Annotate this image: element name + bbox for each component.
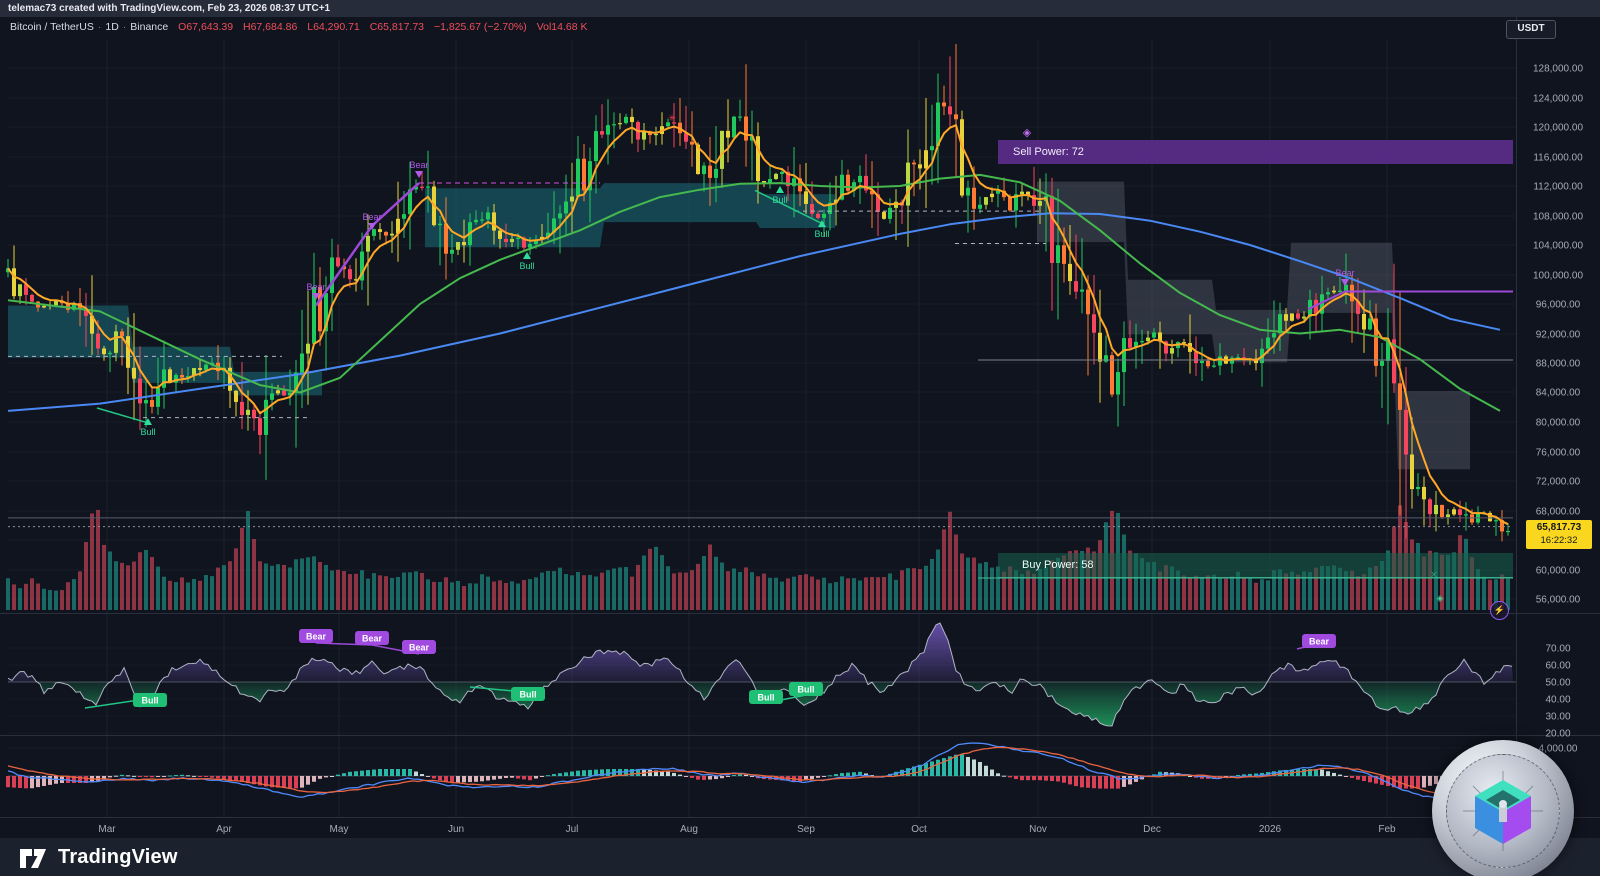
interval-label[interactable]: 1D: [105, 21, 119, 33]
last-price-label: 65,817.73 16:22:32: [1526, 520, 1592, 549]
svg-text:84,000.00: 84,000.00: [1536, 388, 1581, 399]
svg-text:Bear: Bear: [306, 632, 327, 642]
moving-averages: [7, 124, 1509, 526]
attribution-bar: telemac73 created with TradingView.com, …: [0, 0, 1600, 17]
svg-text:Dec: Dec: [1143, 824, 1161, 835]
svg-text:Bull: Bull: [772, 195, 787, 205]
svg-text:Sep: Sep: [797, 824, 815, 835]
volume-value: Vol14.68 K: [536, 21, 588, 33]
sell-power-label: Sell Power: 72: [1013, 146, 1084, 158]
svg-text:76,000.00: 76,000.00: [1536, 448, 1581, 459]
svg-text:Bull: Bull: [519, 261, 534, 271]
svg-text:Bear: Bear: [362, 212, 381, 222]
svg-text:104,000.00: 104,000.00: [1533, 241, 1583, 252]
svg-text:80,000.00: 80,000.00: [1536, 418, 1581, 429]
svg-text:Jul: Jul: [566, 824, 579, 835]
svg-text:Apr: Apr: [216, 824, 232, 835]
ohlc-close: C65,817.73: [369, 21, 425, 33]
indicator-lightning-icon: ⚡: [1490, 601, 1509, 620]
svg-text:60,000.00: 60,000.00: [1536, 566, 1581, 577]
ohlc-open: O67,643.39: [178, 21, 234, 33]
attribution-text: telemac73 created with TradingView.com, …: [8, 3, 331, 14]
svg-text:70.00: 70.00: [1545, 644, 1570, 655]
svg-text:100,000.00: 100,000.00: [1533, 271, 1583, 282]
svg-text:40.00: 40.00: [1545, 695, 1570, 706]
coin-inner-face: [1446, 754, 1560, 868]
svg-text:20.00: 20.00: [1545, 729, 1570, 740]
svg-text:72,000.00: 72,000.00: [1536, 477, 1581, 488]
svg-text:✳: ✳: [668, 113, 676, 123]
currency-toggle-button[interactable]: USDT: [1506, 20, 1556, 39]
coin-watermark: [1432, 740, 1574, 876]
svg-text:120,000.00: 120,000.00: [1533, 123, 1583, 134]
svg-text:128,000.00: 128,000.00: [1533, 64, 1583, 75]
svg-text:116,000.00: 116,000.00: [1533, 153, 1583, 164]
buy-power-label: Buy Power: 58: [1022, 559, 1094, 571]
svg-text:Bear: Bear: [409, 160, 428, 170]
svg-text:Bull: Bull: [142, 696, 159, 706]
svg-text:Bull: Bull: [520, 690, 537, 700]
chart-legend: Bitcoin / TetherUS · 1D · Binance O67,643.39…: [10, 21, 588, 33]
svg-text:96,000.00: 96,000.00: [1536, 300, 1581, 311]
svg-text:Jun: Jun: [448, 824, 464, 835]
ohlc-low: L64,290.71: [307, 21, 360, 33]
svg-text:Bear: Bear: [409, 643, 430, 653]
bar-countdown: 16:22:32: [1540, 535, 1578, 546]
svg-text:112,000.00: 112,000.00: [1533, 182, 1583, 193]
svg-text:◈: ◈: [1437, 593, 1444, 603]
svg-text:2026: 2026: [1259, 824, 1282, 835]
sell-power-box[interactable]: Sell Power: 72: [998, 140, 1513, 164]
symbol-name[interactable]: Bitcoin / TetherUS: [10, 21, 94, 33]
svg-text:50.00: 50.00: [1545, 678, 1570, 689]
svg-text:May: May: [330, 824, 349, 835]
svg-text:30.00: 30.00: [1545, 712, 1570, 723]
svg-text:Bull: Bull: [140, 427, 155, 437]
svg-text:Oct: Oct: [911, 824, 927, 835]
exchange-label: Binance: [130, 21, 169, 33]
change-value: −1,825.67 (−2.70%): [433, 21, 527, 33]
svg-text:Bear: Bear: [362, 634, 383, 644]
svg-text:56,000.00: 56,000.00: [1536, 595, 1581, 606]
svg-text:Bull: Bull: [814, 229, 829, 239]
svg-text:88,000.00: 88,000.00: [1536, 359, 1581, 370]
svg-text:Mar: Mar: [98, 824, 116, 835]
svg-text:92,000.00: 92,000.00: [1536, 330, 1581, 341]
svg-text:Bull: Bull: [798, 685, 815, 695]
svg-text:68,000.00: 68,000.00: [1536, 507, 1581, 518]
svg-text:124,000.00: 124,000.00: [1533, 94, 1583, 105]
candlestick-series: [6, 44, 1510, 542]
footer-bar: TradingView: [0, 838, 1600, 876]
last-price-value: 65,817.73: [1536, 522, 1582, 533]
ohlc-high: H67,684.86: [242, 21, 298, 33]
svg-text:Aug: Aug: [680, 824, 698, 835]
svg-text:Feb: Feb: [1378, 824, 1396, 835]
buy-power-box[interactable]: Buy Power: 58: [998, 553, 1513, 578]
svg-text:Bear: Bear: [1309, 637, 1330, 647]
axes[interactable]: 128,000.00 124,000.00 120,000.00 116,000.00…: [0, 17, 1600, 838]
svg-text:60.00: 60.00: [1545, 661, 1570, 672]
svg-text:◈: ◈: [1023, 127, 1032, 139]
macd-pane: [6, 742, 1516, 799]
svg-text:108,000.00: 108,000.00: [1533, 212, 1583, 223]
tradingview-wordmark[interactable]: TradingView: [58, 845, 178, 868]
svg-text:Bear: Bear: [1335, 268, 1354, 278]
svg-text:Bear: Bear: [306, 282, 325, 292]
svg-text:Nov: Nov: [1029, 824, 1047, 835]
oscillator-pane: Bear Bear Bear Bear Bull Bull Bull Bull: [7, 622, 1516, 727]
coin-cube-logo: [1463, 771, 1543, 851]
tradingview-logo-icon[interactable]: [18, 844, 48, 870]
svg-text:4,000.00: 4,000.00: [1539, 744, 1578, 755]
svg-text:Bull: Bull: [758, 693, 775, 703]
